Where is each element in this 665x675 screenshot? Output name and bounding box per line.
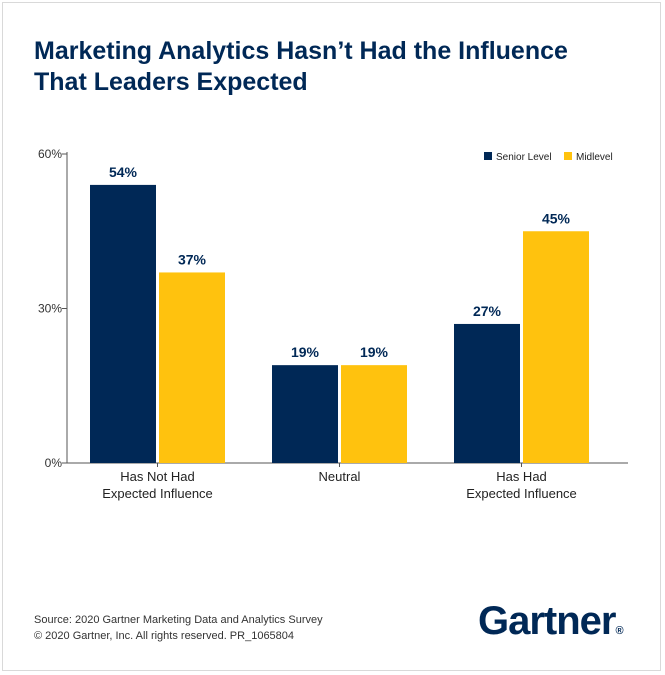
source-note: Source: 2020 Gartner Marketing Data and …: [34, 614, 323, 626]
chart-title: Marketing Analytics Hasn’t Had the Influ…: [34, 36, 634, 98]
y-tick-label: 0%: [45, 456, 63, 470]
x-category-label: Has Not Had: [120, 469, 194, 484]
y-tick-label: 60%: [38, 147, 62, 161]
bar-senior-level: [90, 184, 156, 463]
data-label: 37%: [178, 251, 207, 267]
legend-swatch-senior-level: [484, 152, 492, 160]
x-category-label: Expected Influence: [102, 486, 213, 501]
bar-midlevel: [159, 272, 225, 463]
legend-label-midlevel: Midlevel: [576, 152, 613, 163]
data-label: 19%: [291, 344, 320, 360]
bar-midlevel: [523, 231, 589, 463]
data-label: 27%: [473, 303, 502, 319]
gartner-logo: Gartner®: [478, 599, 624, 644]
gartner-logo-text: Gartner: [478, 599, 616, 643]
x-category-label: Neutral: [319, 469, 361, 484]
bar-midlevel: [341, 365, 407, 463]
legend-label-senior-level: Senior Level: [496, 152, 552, 163]
data-label: 19%: [360, 344, 389, 360]
x-category-label: Expected Influence: [466, 486, 577, 501]
chart-title-line-2: That Leaders Expected: [34, 68, 308, 96]
copyright-note: © 2020 Gartner, Inc. All rights reserved…: [34, 630, 295, 642]
footer: Source: 2020 Gartner Marketing Data and …: [34, 612, 323, 644]
bar-senior-level: [272, 365, 338, 463]
data-label: 54%: [109, 164, 138, 180]
legend-swatch-midlevel: [564, 152, 572, 160]
chart-title-line-1: Marketing Analytics Hasn’t Had the Influ…: [34, 37, 568, 65]
bar-chart: 0% 30% 60% 54% 37% Has Not Had Expected Influe…: [38, 147, 628, 501]
y-tick-label: 30%: [38, 302, 62, 316]
data-label: 45%: [542, 210, 571, 226]
bar-senior-level: [454, 323, 520, 463]
x-category-label: Has Had: [496, 469, 547, 484]
registered-mark: ®: [615, 625, 624, 637]
